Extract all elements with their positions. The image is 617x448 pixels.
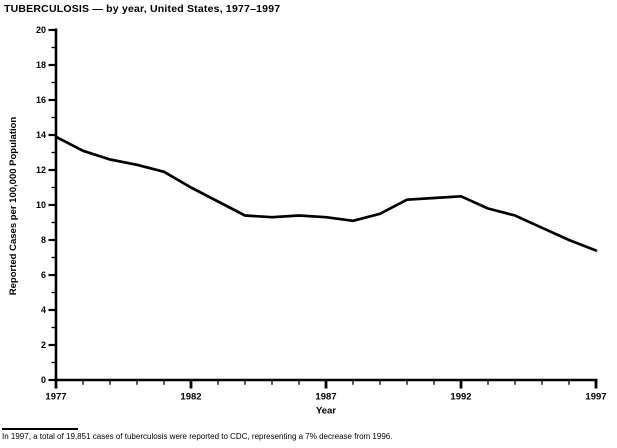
- y-tick-label: 6: [41, 270, 46, 280]
- y-tick-label: 18: [36, 60, 46, 70]
- x-tick-label: 1987: [315, 392, 336, 403]
- y-tick-label: 8: [41, 235, 46, 245]
- y-tick-label: 2: [41, 340, 46, 350]
- x-tick-label: 1977: [45, 392, 66, 403]
- footnote-rule: [2, 428, 78, 430]
- x-tick-label: 1997: [585, 392, 606, 403]
- x-tick-label: 1982: [180, 392, 201, 403]
- y-tick-label: 0: [41, 375, 46, 385]
- y-tick-label: 16: [36, 95, 46, 105]
- y-tick-label: 12: [36, 165, 46, 175]
- footnote-text: In 1997, a total of 19,851 cases of tube…: [2, 432, 393, 441]
- y-tick-label: 10: [36, 200, 46, 210]
- y-tick-label: 4: [41, 305, 46, 315]
- y-axis-title: Reported Cases per 100,000 Population: [8, 117, 19, 296]
- data-line-series: [54, 135, 598, 252]
- x-axis-title: Year: [316, 406, 336, 417]
- y-tick-label: 14: [36, 130, 46, 140]
- chart-title: TUBERCULOSIS — by year, United States, 1…: [4, 3, 281, 15]
- y-tick-label: 20: [36, 25, 46, 35]
- x-tick-label: 1992: [450, 392, 471, 403]
